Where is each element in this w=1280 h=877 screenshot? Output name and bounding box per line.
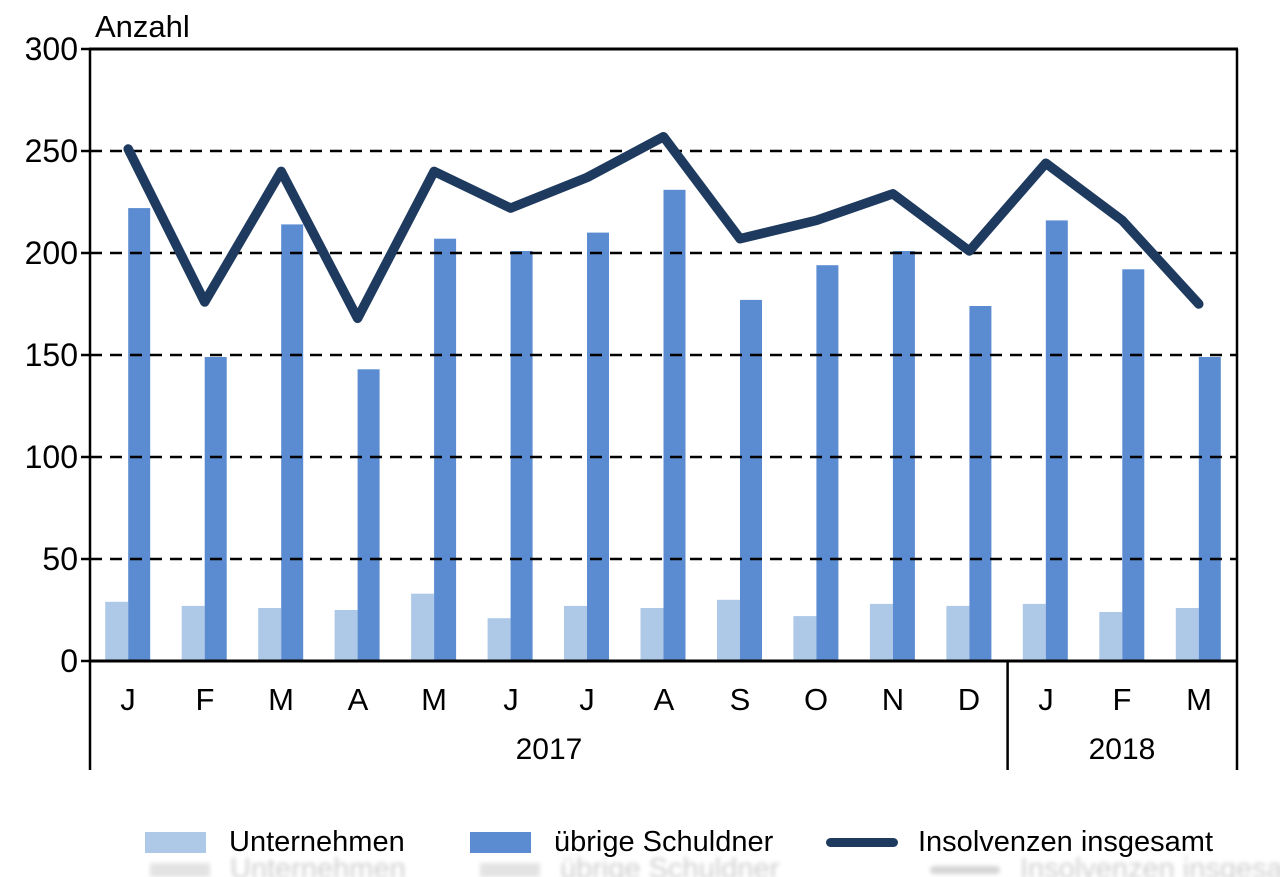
bar-unternehmen	[105, 601, 129, 661]
month-label-8: A	[653, 682, 675, 717]
y-axis-label-150: 150	[24, 337, 78, 373]
bar-unternehmen	[487, 618, 511, 661]
month-label-10: O	[803, 682, 829, 717]
month-label-12: D	[957, 682, 981, 717]
bar-uebrige-schuldner	[969, 306, 992, 661]
series-line-insolvenzen-insgesamt	[123, 131, 1204, 324]
y-axis-label-50: 50	[42, 541, 78, 577]
month-label-13: J	[1038, 682, 1054, 717]
month-label-9: S	[729, 682, 751, 717]
legend-label-insolvenzen-insgesamt: Insolvenzen insgesamt	[918, 826, 1213, 858]
bar-unternehmen	[946, 605, 970, 661]
bar-uebrige-schuldner	[816, 265, 839, 661]
legend-label-unternehmen: Unternehmen	[229, 826, 405, 858]
ghost-swatch	[480, 862, 540, 877]
bar-unternehmen	[411, 593, 435, 661]
y-axis-label-0: 0	[60, 643, 78, 679]
bar-unternehmen	[1099, 612, 1123, 661]
ghost-text: Unternehmen	[230, 853, 406, 877]
month-label-6: J	[503, 682, 519, 717]
month-label-14: F	[1112, 682, 1132, 717]
y-axis-title: Anzahl	[95, 9, 190, 44]
bar-unternehmen	[564, 605, 587, 661]
uebrige-schuldner-swatch	[470, 831, 531, 853]
month-label-1: J	[120, 682, 136, 717]
bar-unternehmen	[334, 610, 358, 661]
bar-uebrige-schuldner	[1045, 220, 1068, 661]
bar-uebrige-schuldner	[740, 299, 762, 661]
month-label-4: A	[347, 682, 369, 717]
month-label-7: J	[579, 682, 595, 717]
bottom-edge-ghost-artifact: Unternehmen übrige Schuldner Insolvenzen…	[0, 853, 1280, 877]
bar-uebrige-schuldner	[1122, 269, 1145, 661]
ghost-swatch	[150, 862, 210, 877]
ghost-item: übrige Schuldner	[480, 853, 779, 877]
legend-item-unternehmen: Unternehmen	[145, 820, 405, 864]
month-label-5: M	[421, 682, 447, 717]
y-axis-label-250: 250	[24, 133, 78, 169]
bar-unternehmen	[869, 603, 893, 661]
legend-item-uebrige-schuldner: übrige Schuldner	[470, 820, 773, 864]
bar-uebrige-schuldner	[357, 369, 380, 661]
bar-unternehmen	[181, 605, 205, 661]
ghost-text: übrige Schuldner	[560, 853, 780, 877]
bar-unternehmen	[640, 608, 664, 661]
y-axis-label-300: 300	[24, 31, 78, 67]
y-axis-label-200: 200	[24, 235, 78, 271]
bar-unternehmen	[1022, 603, 1046, 661]
year-label-2017: 2017	[515, 733, 583, 766]
bar-unternehmen	[258, 608, 282, 661]
bar-uebrige-schuldner	[587, 232, 609, 661]
chart-legend: Unternehmen übrige Schuldner Insolvenzen…	[0, 820, 1280, 864]
ghost-swatch	[930, 865, 1000, 874]
legend-label-uebrige-schuldner: übrige Schuldner	[554, 826, 774, 858]
bar-unternehmen	[793, 616, 817, 661]
legend-item-insolvenzen-insgesamt: Insolvenzen insgesamt	[826, 820, 1213, 864]
bar-uebrige-schuldner	[128, 208, 151, 661]
bar-uebrige-schuldner	[434, 238, 457, 661]
ghost-item: Unternehmen	[150, 853, 406, 877]
y-axis-labels: 0 50 100 150 200 250 300	[0, 0, 78, 877]
bar-uebrige-schuldner	[204, 357, 227, 661]
bar-unternehmen	[717, 599, 740, 661]
ghost-item: Insolvenzen insgesamt	[930, 853, 1280, 877]
month-label-11: N	[881, 682, 905, 717]
y-axis-label-100: 100	[24, 439, 78, 475]
ghost-text: Insolvenzen insgesamt	[1020, 853, 1280, 877]
bar-unternehmen	[1175, 608, 1199, 661]
month-label-2: F	[195, 682, 215, 717]
bar-uebrige-schuldner	[1198, 357, 1221, 661]
month-label-15: M	[1186, 682, 1212, 717]
bar-uebrige-schuldner	[281, 224, 304, 661]
month-label-3: M	[268, 682, 294, 717]
insolvenzen-line-swatch	[826, 837, 898, 847]
year-label-2018: 2018	[1088, 733, 1156, 766]
unternehmen-swatch	[145, 831, 206, 853]
bar-uebrige-schuldner	[663, 189, 686, 662]
